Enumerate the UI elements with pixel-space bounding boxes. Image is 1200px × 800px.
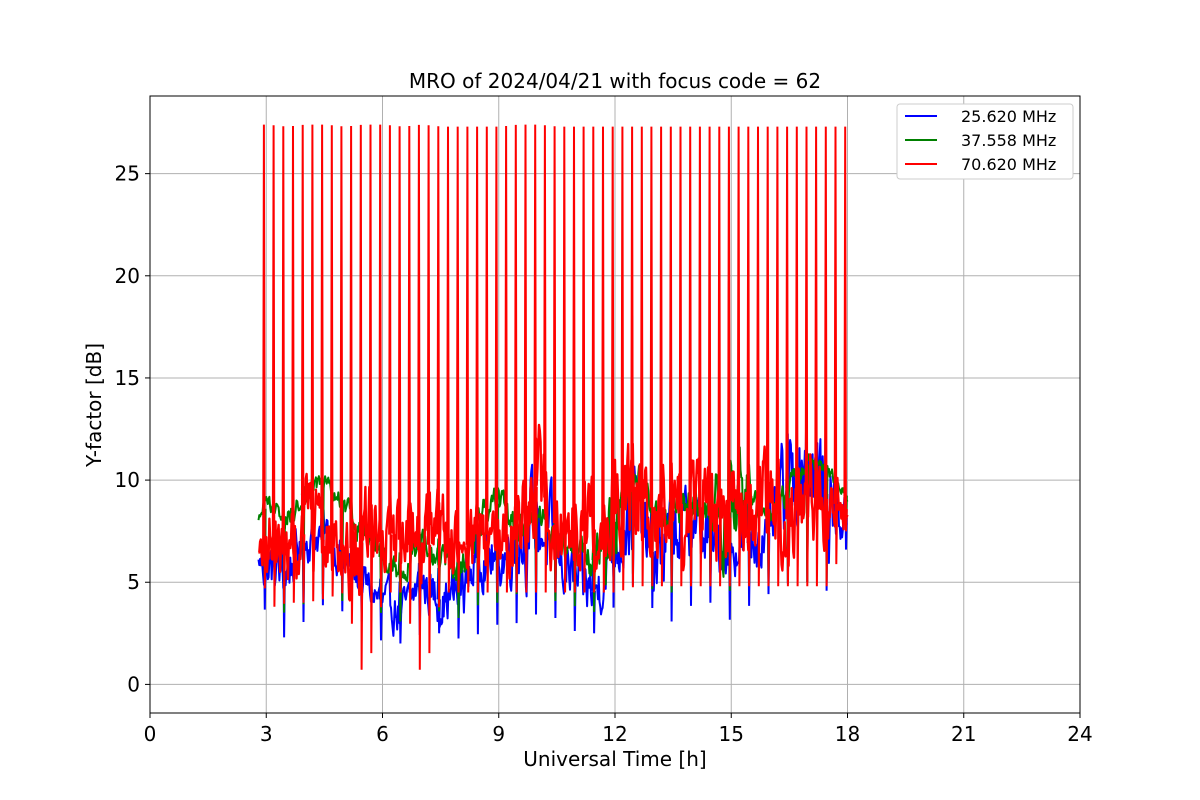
series-spike-70-620-MHz-11-92 (610, 126, 616, 593)
series-spike-70-620-MHz-5-17 (349, 125, 354, 624)
series-spike-70-620-MHz-17-42 (824, 126, 829, 587)
series-spike-70-620-MHz-5-92 (378, 124, 383, 608)
series-spike-70-620-MHz-15-92 (765, 126, 771, 587)
series-spike-70-620-MHz-16-17 (775, 126, 780, 587)
series-spike-70-620-MHz-3-67 (291, 125, 296, 603)
y-axis-label: Y-factor [dB] (82, 343, 106, 468)
y-tick-label-25: 25 (115, 162, 140, 186)
series-spike-70-620-MHz-12-67 (640, 126, 645, 587)
series-spike-70-620-MHz-6-67 (407, 125, 412, 624)
legend-label-25-620: 25.620 MHz (961, 107, 1056, 126)
series-spike-70-620-MHz-4-67 (330, 125, 335, 597)
series-spike-70-620-MHz-4-42 (320, 124, 325, 600)
series-spike-70-620-MHz-11-42 (591, 126, 596, 593)
plot-area (149, 95, 1081, 714)
series-spike-70-620-MHz-17-92 (843, 126, 848, 532)
x-tick-label-15: 15 (719, 722, 744, 746)
series-spike-70-620-MHz-12-42 (630, 126, 635, 588)
series-spike-70-620-MHz-8-92 (494, 126, 499, 593)
series-spike-70-620-MHz-13-67 (678, 126, 684, 587)
x-axis-label: Universal Time [h] (523, 747, 706, 771)
series-spike-70-620-MHz-7-17 (426, 125, 432, 654)
y-tick-label-15: 15 (115, 366, 140, 390)
series-spike-70-620-MHz-9-92 (533, 124, 538, 593)
series-spike-70-620-MHz-15-17 (736, 126, 742, 587)
series-spike-70-620-MHz-7-42 (436, 126, 441, 608)
series-spike-70-620-MHz-17-67 (833, 126, 839, 565)
series-spike-70-620-MHz-5-42 (359, 124, 364, 670)
series-spike-70-620-MHz-9-67 (523, 124, 529, 593)
y-tick-label-0: 0 (127, 672, 140, 696)
x-tick-label-0: 0 (144, 722, 157, 746)
series-spike-70-620-MHz-10-42 (552, 126, 558, 593)
series-spike-70-620-MHz-16-42 (785, 126, 790, 587)
series-spike-70-620-MHz-10-17 (543, 125, 548, 593)
series-spike-70-620-MHz-10-92 (572, 126, 577, 593)
chart-title: MRO of 2024/04/21 with focus code = 62 (409, 69, 821, 93)
series-spike-70-620-MHz-14-17 (698, 126, 703, 587)
x-axis: 0 3 6 9 12 15 18 21 24 (144, 713, 1093, 746)
series-spike-70-620-MHz-12-17 (620, 126, 625, 591)
series-spike-70-620-MHz-6-17 (388, 125, 393, 593)
series-spike-70-620-MHz-4-17 (310, 124, 315, 602)
series-spike-70-620-MHz-9-42 (514, 124, 519, 593)
x-tick-label-3: 3 (260, 722, 273, 746)
series-spike-70-620-MHz-16-67 (795, 126, 800, 587)
series-spike-70-620-MHz-14-92 (727, 126, 732, 587)
series-spike-70-620-MHz-16-92 (804, 126, 810, 587)
x-tick-label-21: 21 (951, 722, 976, 746)
series-spike-70-620-MHz-8-17 (465, 126, 470, 593)
series-spike-70-620-MHz-13-42 (669, 126, 674, 587)
series-spike-70-620-MHz-13-92 (688, 126, 693, 587)
series-spike-70-620-MHz-7-67 (446, 126, 451, 593)
series-spike-70-620-MHz-8-67 (485, 126, 490, 593)
series-spike-70-620-MHz-7-92 (455, 126, 461, 593)
x-tick-label-9: 9 (492, 722, 505, 746)
series-spike-70-620-MHz-6-42 (397, 126, 403, 593)
series-layer (257, 124, 849, 670)
x-tick-label-18: 18 (835, 722, 860, 746)
series-spike-70-620-MHz-9-17 (504, 125, 509, 593)
series-spike-70-620-MHz-14-67 (717, 126, 722, 587)
series-spike-70-620-MHz-12-92 (649, 126, 654, 587)
series-spike-70-620-MHz-3-92 (300, 124, 306, 603)
y-axis: 0 5 10 15 20 25 (115, 162, 150, 696)
x-tick-label-24: 24 (1067, 722, 1092, 746)
series-spike-70-620-MHz-8-42 (475, 126, 480, 593)
series-spike-70-620-MHz-15-67 (756, 126, 761, 587)
y-tick-label-5: 5 (127, 570, 140, 594)
series-spike-70-620-MHz-15-42 (746, 126, 751, 587)
series-spike-70-620-MHz-11-17 (581, 126, 587, 593)
legend-box (896, 103, 1074, 180)
y-tick-label-10: 10 (115, 468, 140, 492)
series-spike-70-620-MHz-17-17 (814, 126, 819, 587)
legend: 25.620 MHz 37.558 MHz 70.620 MHz (896, 103, 1074, 180)
x-tick-label-6: 6 (376, 722, 389, 746)
series-70-620-MHz (258, 124, 849, 670)
series-spike-70-620-MHz-11-67 (601, 126, 606, 593)
series-spike-70-620-MHz-13-17 (659, 126, 664, 587)
series-spike-70-620-MHz-6-92 (417, 124, 422, 670)
series-spike-70-620-MHz-3-42 (281, 126, 286, 604)
series-spike-70-620-MHz-4-92 (339, 126, 344, 594)
series-spike-70-620-MHz-14-42 (707, 126, 713, 587)
legend-label-37-558: 37.558 MHz (961, 131, 1056, 150)
series-spike-70-620-MHz-3-17 (271, 125, 277, 607)
series-spike-70-620-MHz-2-92 (262, 124, 267, 589)
y-tick-label-20: 20 (115, 264, 140, 288)
series-spike-70-620-MHz-5-67 (368, 124, 374, 654)
legend-label-70-620: 70.620 MHz (961, 155, 1056, 174)
series-spike-70-620-MHz-10-67 (562, 126, 567, 593)
x-tick-label-12: 12 (602, 722, 627, 746)
